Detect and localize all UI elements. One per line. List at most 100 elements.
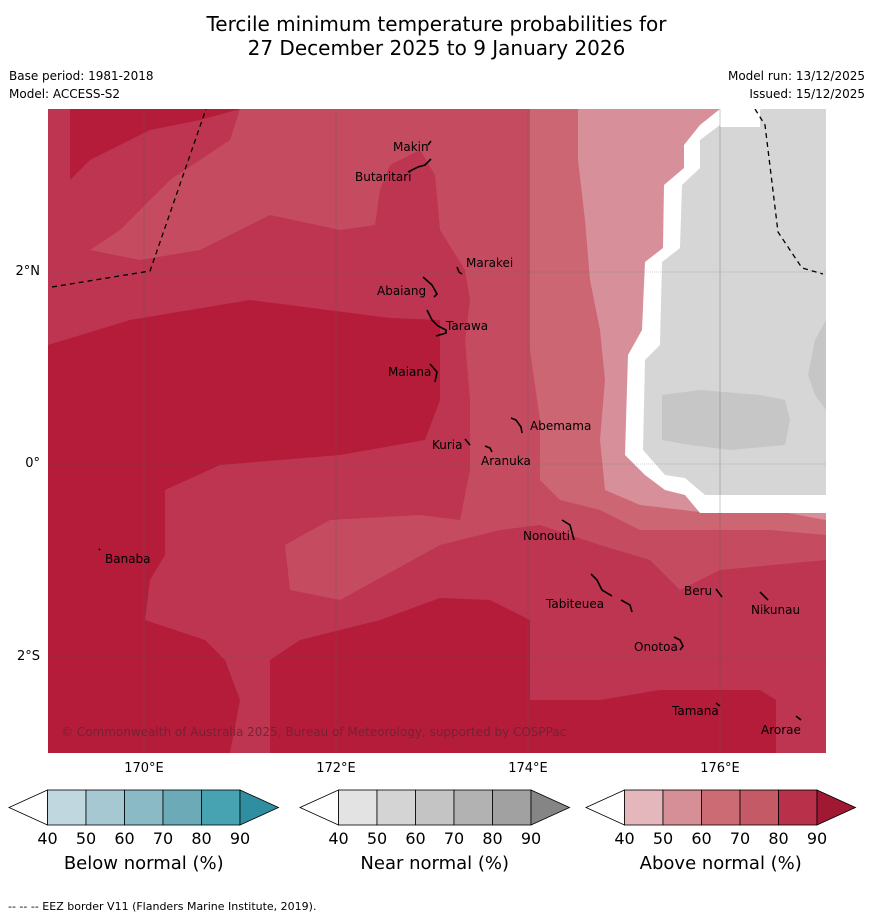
above-80-90-south-region: [270, 598, 776, 753]
colorbar-swatch: [415, 789, 455, 826]
colorbar-tick-label: 40: [614, 829, 635, 848]
model-name: Model: ACCESS-S2: [9, 87, 121, 101]
lon-label-172e: 172°E: [316, 761, 356, 776]
meta-left: Base period: 1981-2018 Model: ACCESS-S2: [9, 67, 154, 103]
colorbar-tick-label: 60: [691, 829, 712, 848]
island-banaba: [98, 548, 101, 551]
colorbar-tick-label: 40: [328, 829, 349, 848]
place-label-abemama: Abemama: [530, 419, 591, 433]
colorbar-high-extension: [816, 789, 857, 826]
colorbar-tick-label: 70: [152, 829, 174, 848]
colorbar-high-extension: [239, 789, 280, 826]
island-tamana: [715, 702, 721, 707]
issued-date: Issued: 15/12/2025: [749, 87, 865, 101]
island-nonouti: [561, 519, 575, 541]
eez-footnote: -- -- -- EEZ border V11 (Flanders Marine…: [8, 900, 317, 913]
colorbar-swatch: [624, 789, 664, 826]
colorbar-swatch: [492, 789, 532, 826]
colorbar-tick-label: 80: [191, 829, 212, 848]
graticule: [48, 109, 826, 753]
map-shading: Makin Butaritari Marakei Abaiang Tarawa Maian…: [48, 109, 826, 753]
island-kuria: [464, 438, 471, 446]
colorbar-low-extension: [299, 789, 339, 826]
island-makin: [427, 140, 432, 146]
colorbar-tick-label: 70: [729, 829, 751, 848]
colorbar-swatch: [47, 789, 87, 826]
place-label-butaritari: Butaritari: [355, 170, 412, 184]
place-label-banaba: Banaba: [105, 552, 151, 566]
islands: [98, 140, 802, 721]
island-arorae: [795, 715, 802, 721]
lon-label-176e: 176°E: [700, 761, 740, 776]
island-tabiteuea-south: [620, 599, 633, 613]
island-beru: [715, 588, 723, 598]
meta-right: Model run: 13/12/2025 Issued: 15/12/2025: [728, 67, 865, 103]
place-label-tabiteuea: Tabiteuea: [545, 597, 604, 611]
colorbar-title: Near normal (%): [360, 853, 510, 874]
lat-label-2n: 2°N: [15, 264, 41, 279]
base-period: Base period: 1981-2018: [9, 69, 154, 83]
island-maiana: [429, 363, 438, 383]
colorbar-swatch: [453, 789, 493, 826]
island-tarawa: [426, 309, 447, 337]
island-abaiang: [422, 276, 438, 298]
colorbar-1: [8, 789, 280, 826]
place-label-marakei: Marakei: [466, 256, 513, 270]
colorbar-swatch: [778, 789, 818, 826]
colorbar-swatch: [85, 789, 125, 826]
place-label-abaiang: Abaiang: [377, 284, 426, 298]
lon-label-170e: 170°E: [124, 761, 164, 776]
lon-label-174e: 174°E: [508, 761, 548, 776]
colorbar-tick-label: 90: [806, 829, 828, 848]
colorbar-swatch: [662, 789, 702, 826]
colorbar-tick-label: 50: [652, 829, 674, 848]
copyright-credit: © Commonwealth of Australia 2025, Bureau…: [61, 725, 566, 739]
island-tabiteuea-north: [590, 573, 613, 597]
colorbar-swatch: [739, 789, 779, 826]
title-line-1: Tercile minimum temperature probabilitie…: [206, 12, 667, 36]
place-label-tamana: Tamana: [671, 704, 719, 718]
colorbar-3: [585, 789, 857, 826]
colorbar-tick-label: 90: [229, 829, 251, 848]
colorbar-low-extension: [8, 789, 48, 826]
place-label-tarawa: Tarawa: [445, 319, 488, 333]
colorbar-tick-label: 50: [75, 829, 97, 848]
model-run: Model run: 13/12/2025: [727, 69, 865, 83]
colorbar-swatch: [376, 789, 416, 826]
island-nikunau: [759, 591, 769, 601]
colorbar-tick-label: 80: [482, 829, 503, 848]
above-80-90-north-corner: [70, 109, 240, 180]
place-label-aranuka: Aranuka: [481, 454, 531, 468]
island-aranuka: [484, 445, 493, 453]
colorbars: [8, 789, 857, 826]
colorbar-title: Above normal (%): [639, 853, 802, 874]
island-onotoa: [673, 636, 684, 651]
colorbar-swatch: [124, 789, 164, 826]
place-label-beru: Beru: [684, 584, 712, 598]
colorbar-low-extension: [585, 789, 625, 826]
colorbar-high-extension: [530, 789, 571, 826]
colorbar-swatch: [338, 789, 378, 826]
colorbar-tick-label: 60: [114, 829, 135, 848]
map-title: Tercile minimum temperature probabilitie…: [0, 12, 873, 60]
place-label-nonouti: Nonouti: [523, 529, 570, 543]
colorbar-swatch: [201, 789, 241, 826]
colorbar-tick-label: 90: [520, 829, 542, 848]
colorbar-swatch: [162, 789, 202, 826]
place-labels: Makin Butaritari Marakei Abaiang Tarawa Maian…: [105, 140, 801, 737]
place-label-maiana: Maiana: [388, 365, 431, 379]
island-butaritari: [407, 158, 432, 173]
colorbar-tick-label: 50: [366, 829, 388, 848]
place-label-kuria: Kuria: [432, 438, 463, 452]
place-label-nikunau: Nikunau: [751, 603, 800, 617]
colorbar-2: [299, 789, 571, 826]
place-label-onotoa: Onotoa: [634, 640, 678, 654]
place-label-arorae: Arorae: [761, 723, 801, 737]
colorbar-title: Below normal (%): [63, 853, 224, 874]
near-50-60-edge-region: [808, 320, 826, 410]
lat-label-0: 0°: [25, 456, 40, 471]
place-label-makin: Makin: [393, 140, 429, 154]
colorbar-swatch: [701, 789, 741, 826]
near-gap-top: [720, 109, 760, 127]
